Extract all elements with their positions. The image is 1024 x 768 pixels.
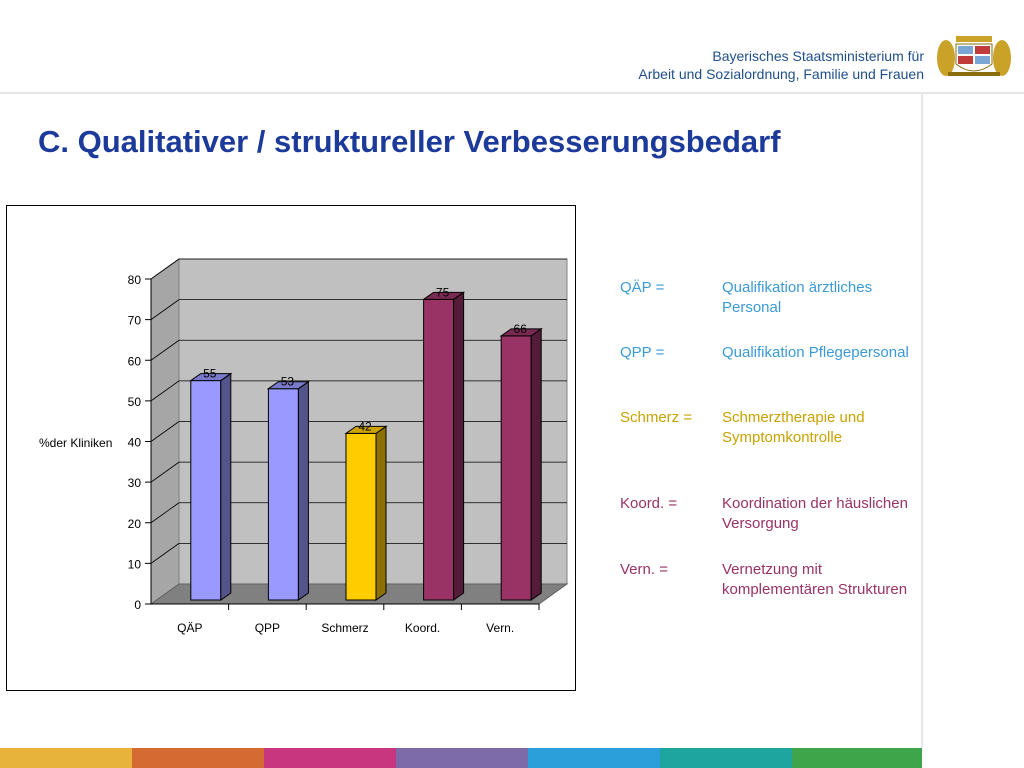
- x-tick-label: QPP: [255, 621, 280, 635]
- gridline: [150, 299, 180, 320]
- coat-of-arms-icon: [937, 36, 1011, 76]
- y-axis-label: %der Kliniken: [39, 436, 112, 450]
- gridline: [150, 502, 180, 524]
- legend-text: Qualifikation Pflegepersonal: [722, 344, 909, 361]
- data-label: 66: [514, 322, 528, 336]
- y-tick-label: 80: [128, 273, 142, 287]
- bar-side: [530, 327, 542, 601]
- legend-key: QPP =: [620, 344, 665, 361]
- data-label: 55: [203, 367, 217, 381]
- y-tick-label: 60: [128, 354, 142, 368]
- header-divider: [0, 92, 1024, 94]
- bar-front: [267, 388, 299, 601]
- bar-top: [344, 425, 388, 434]
- footer-color-bar: [0, 748, 1024, 768]
- footer-color-segment: [132, 748, 264, 768]
- ministry-name: Bayerisches Staatsministerium für Arbeit…: [638, 47, 924, 83]
- footer-color-segment: [264, 748, 396, 768]
- bar-side: [220, 372, 232, 601]
- bar-front: [423, 298, 455, 601]
- bar-chart: 0 10 20 30 40 50 60 70 80 %der Kliniken 55 QÄP 53 QPP…: [39, 258, 569, 635]
- x-tick-label: QÄP: [177, 621, 202, 635]
- y-tick-label: 30: [128, 476, 142, 490]
- legend-key: Vern. =: [620, 561, 668, 578]
- ministry-line-1: Bayerisches Staatsministerium für: [712, 48, 924, 64]
- footer-color-segment: [528, 748, 660, 768]
- data-label: 75: [436, 285, 450, 299]
- legend-key: Koord. =: [620, 495, 678, 512]
- y-tick-label: 50: [128, 395, 142, 409]
- bar-front: [345, 432, 377, 601]
- y-tick-label: 10: [128, 557, 142, 571]
- bar-side: [453, 291, 465, 601]
- x-tick-label: Koord.: [405, 621, 440, 635]
- page-title: C. Qualitativer / struktureller Verbesse…: [38, 124, 781, 159]
- bar-front: [500, 335, 532, 601]
- bar-front: [190, 380, 222, 601]
- bar-side: [297, 380, 309, 601]
- y-tick-label: 40: [128, 436, 142, 450]
- right-divider: [921, 94, 923, 748]
- footer-color-segment: [792, 748, 922, 768]
- header: Bayerisches Staatsministerium für Arbeit…: [0, 0, 1024, 94]
- chart-frame: 0 10 20 30 40 50 60 70 80 %der Kliniken 55 QÄP 53 QPP…: [6, 205, 576, 691]
- gridline: [150, 461, 180, 483]
- footer-color-segment: [0, 748, 132, 768]
- gridline: [150, 380, 180, 402]
- legend-key: QÄP =: [620, 279, 665, 296]
- bar-top: [189, 373, 233, 382]
- footer-color-segment: [660, 748, 792, 768]
- legend-key: Schmerz =: [620, 409, 693, 426]
- gridline: [150, 421, 180, 442]
- legend-text: Qualifikation ärztliches Personal: [722, 279, 873, 316]
- x-tick-label: Schmerz: [321, 621, 368, 635]
- y-tick-label: 20: [128, 517, 142, 531]
- x-tick-label: Vern.: [486, 621, 514, 635]
- legend-text: Schmerztherapie und Symptomkontrolle: [722, 409, 865, 446]
- y-tick-label: 0: [134, 598, 141, 612]
- data-label: 42: [358, 419, 372, 433]
- bar-side: [375, 425, 387, 601]
- bar-top: [499, 328, 543, 337]
- ministry-line-2: Arbeit und Sozialordnung, Familie und Fr…: [638, 66, 924, 82]
- y-tick-label: 70: [128, 314, 142, 328]
- footer-color-segment: [396, 748, 528, 768]
- gridline: [150, 339, 180, 361]
- data-label: 53: [281, 375, 295, 389]
- legend-text: Vernetzung mit komplementären Strukturen: [722, 561, 908, 598]
- gridline: [150, 258, 180, 280]
- bar-top: [266, 381, 310, 390]
- legend-text: Koordination der häuslichen Versorgung: [722, 495, 908, 532]
- bar-top: [422, 291, 466, 300]
- gridline: [150, 543, 180, 564]
